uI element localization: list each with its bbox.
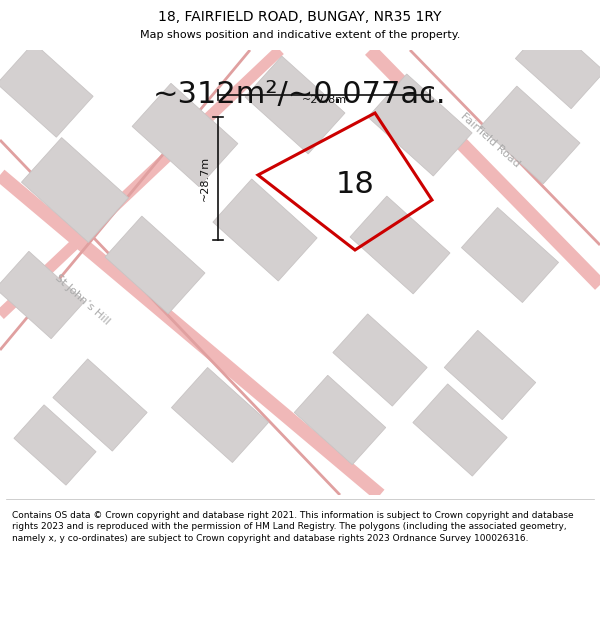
Polygon shape bbox=[172, 368, 269, 462]
Polygon shape bbox=[213, 179, 317, 281]
Polygon shape bbox=[480, 86, 580, 184]
Polygon shape bbox=[515, 21, 600, 109]
Polygon shape bbox=[350, 196, 450, 294]
Text: St John’s Hill: St John’s Hill bbox=[53, 273, 111, 327]
Polygon shape bbox=[444, 331, 536, 419]
Polygon shape bbox=[0, 42, 93, 138]
Polygon shape bbox=[14, 405, 96, 485]
Polygon shape bbox=[105, 216, 205, 314]
Text: ~27.8m: ~27.8m bbox=[301, 95, 347, 105]
Polygon shape bbox=[294, 376, 386, 464]
Polygon shape bbox=[413, 384, 507, 476]
Polygon shape bbox=[132, 83, 238, 187]
Text: Map shows position and indicative extent of the property.: Map shows position and indicative extent… bbox=[140, 30, 460, 40]
Text: Contains OS data © Crown copyright and database right 2021. This information is : Contains OS data © Crown copyright and d… bbox=[12, 511, 574, 543]
Text: ~312m²/~0.077ac.: ~312m²/~0.077ac. bbox=[153, 80, 447, 109]
Polygon shape bbox=[53, 359, 147, 451]
Polygon shape bbox=[368, 74, 472, 176]
Polygon shape bbox=[461, 208, 559, 302]
Text: 18: 18 bbox=[335, 170, 374, 199]
Polygon shape bbox=[245, 56, 345, 154]
Polygon shape bbox=[0, 251, 85, 339]
Text: Fairfield Road: Fairfield Road bbox=[458, 111, 521, 169]
Text: ~28.7m: ~28.7m bbox=[200, 156, 210, 201]
Text: 18, FAIRFIELD ROAD, BUNGAY, NR35 1RY: 18, FAIRFIELD ROAD, BUNGAY, NR35 1RY bbox=[158, 10, 442, 24]
Polygon shape bbox=[22, 138, 128, 242]
Polygon shape bbox=[333, 314, 427, 406]
